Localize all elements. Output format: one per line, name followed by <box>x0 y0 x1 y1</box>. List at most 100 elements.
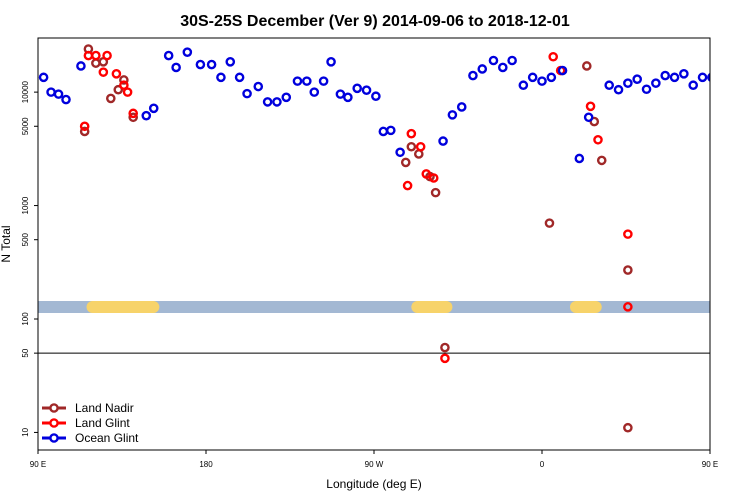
data-point <box>102 50 112 61</box>
data-point <box>623 422 633 433</box>
data-point <box>688 80 699 91</box>
data-point <box>632 74 643 84</box>
data-point <box>395 147 405 158</box>
data-point <box>402 180 413 191</box>
data-point <box>447 110 458 120</box>
x-tick-label: 90 W <box>365 460 384 469</box>
y-tick-label: 10 <box>21 427 30 436</box>
data-point <box>468 70 478 81</box>
data-point <box>281 92 292 103</box>
data-point <box>119 80 129 91</box>
data-point <box>497 62 508 73</box>
data-point <box>335 89 346 99</box>
data-point <box>128 112 138 123</box>
data-point <box>128 108 138 119</box>
data-point <box>141 110 152 121</box>
data-point <box>440 342 450 353</box>
data-point <box>234 72 245 83</box>
data-point <box>385 125 396 136</box>
data-point <box>119 75 129 85</box>
land-segment <box>411 301 453 313</box>
data-point <box>292 76 303 86</box>
data-point <box>697 72 708 83</box>
data-point <box>216 72 226 83</box>
data-point <box>122 87 133 97</box>
x-tick-label: 0 <box>540 460 545 469</box>
data-point <box>352 83 363 94</box>
data-point <box>225 57 236 67</box>
data-point <box>537 76 547 86</box>
data-point <box>669 72 680 83</box>
data-point <box>557 65 568 76</box>
data-point <box>623 229 633 239</box>
data-point <box>527 72 538 83</box>
data-point <box>582 61 592 71</box>
data-point <box>585 101 596 112</box>
data-point <box>79 126 90 137</box>
data-point <box>371 91 381 102</box>
data-point <box>421 169 432 179</box>
ocean-band <box>38 301 710 313</box>
data-point <box>438 136 448 146</box>
data-point <box>253 81 264 92</box>
data-point <box>326 57 336 67</box>
data-point <box>76 61 86 71</box>
data-point <box>428 173 439 183</box>
data-point <box>111 69 122 79</box>
x-axis-label: Longitude (deg E) <box>326 477 421 491</box>
y-tick-label: 1000 <box>21 196 30 214</box>
data-point <box>660 70 671 81</box>
data-point <box>613 84 624 95</box>
y-axis-label: N Total <box>0 225 13 262</box>
legend-marker <box>49 403 59 413</box>
data-point <box>83 50 94 61</box>
chart-title: 30S-25S December (Ver 9) 2014-09-06 to 2… <box>180 13 570 30</box>
legend-item: Land Nadir <box>42 401 134 415</box>
data-point <box>596 155 607 166</box>
data-point <box>53 89 64 99</box>
y-axis: 10 50 100 500 1000 5000 10000 <box>21 80 38 437</box>
data-point <box>456 102 467 112</box>
data-point <box>651 78 661 88</box>
series-land-glint <box>79 50 633 364</box>
data-point <box>574 153 585 164</box>
data-point <box>79 121 90 132</box>
x-tick-label: 180 <box>199 460 213 469</box>
data-point <box>546 72 557 83</box>
legend-marker <box>49 418 59 428</box>
legend-marker <box>49 433 59 443</box>
data-point <box>623 78 633 88</box>
data-point <box>400 157 411 168</box>
y-tick-label: 500 <box>21 232 30 246</box>
data-point <box>98 67 109 77</box>
data-point <box>430 187 441 198</box>
data-point <box>679 69 689 79</box>
legend-item: Ocean Glint <box>42 431 139 445</box>
data-point <box>378 126 389 137</box>
data-point <box>171 62 181 73</box>
data-point <box>548 51 559 62</box>
data-point <box>106 93 116 104</box>
legend-label: Land Glint <box>75 416 130 430</box>
land-ocean-band <box>38 301 710 313</box>
data-point <box>242 88 252 99</box>
data-point <box>148 103 159 114</box>
data-points <box>38 44 710 433</box>
y-tick-label: 100 <box>21 312 30 326</box>
data-point <box>361 85 372 95</box>
series-land-nadir <box>79 44 633 433</box>
data-point <box>583 112 594 123</box>
land-segment <box>86 301 160 313</box>
data-point <box>623 302 633 312</box>
y-tick-label: 5000 <box>21 117 30 135</box>
data-point <box>488 55 499 66</box>
data-point <box>318 76 329 86</box>
data-point <box>309 87 320 97</box>
series-ocean-glint <box>38 47 710 164</box>
x-tick-label: 90 E <box>702 460 718 469</box>
data-point <box>507 55 517 66</box>
data-point <box>641 84 652 95</box>
x-tick-label: 90 E <box>30 460 46 469</box>
